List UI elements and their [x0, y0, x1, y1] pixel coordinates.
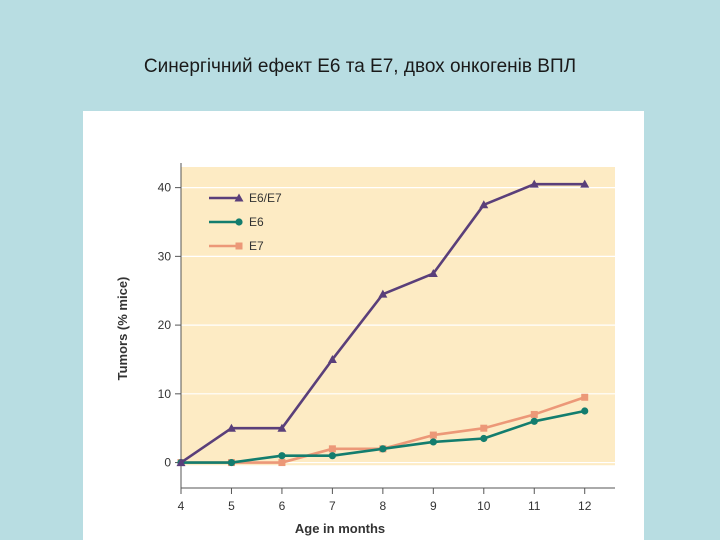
data-point-e7	[480, 424, 488, 432]
data-point-e6	[530, 417, 538, 425]
data-point-e6	[227, 458, 236, 467]
legend-label-e7: E7	[249, 239, 264, 253]
legend-label-e6-e7: E6/E7	[249, 191, 282, 205]
y-tick-label: 0	[164, 456, 171, 470]
data-point-e7	[328, 445, 336, 453]
data-point-e6-e7	[529, 179, 539, 188]
y-tick-label: 40	[158, 181, 172, 195]
y-tick-label: 30	[158, 249, 172, 263]
data-point-e6	[480, 434, 488, 443]
data-point-e6-e7	[428, 269, 438, 278]
legend-label-e6: E6	[249, 215, 264, 229]
y-axis-title: Tumors (% mice)	[115, 277, 130, 381]
plot-area	[181, 167, 615, 466]
y-tick-label: 20	[158, 318, 172, 332]
data-point-e6-e7	[479, 200, 489, 209]
x-tick-label: 10	[477, 499, 491, 513]
line-chart: 0 10 20 30 40 4 5 6 7 8 9 10 11 12 Age in months Tumors…	[115, 163, 615, 536]
x-tick-label: 12	[578, 499, 592, 513]
data-point-e6-e7	[580, 179, 590, 188]
x-axis-title: Age in months	[295, 521, 385, 536]
legend-marker-e6-e7	[234, 193, 244, 202]
data-point-e6	[328, 452, 336, 460]
data-point-e7	[429, 431, 437, 439]
legend-marker-e6	[235, 218, 243, 226]
x-tick-label: 5	[228, 499, 235, 513]
data-point-e7	[530, 410, 538, 418]
x-tick-label: 11	[528, 499, 541, 513]
x-tick-label: 6	[279, 499, 286, 513]
data-point-e7	[278, 459, 286, 467]
slide-title: Синергічний ефект Е6 та Е7, двох онкоген…	[143, 56, 577, 77]
chart-panel: 0 10 20 30 40 4 5 6 7 8 9 10 11 12 Age in months Tumors…	[83, 111, 644, 540]
x-tick-label: 9	[430, 499, 437, 513]
data-point-e6-e7	[226, 423, 236, 432]
x-tick-label: 7	[329, 499, 336, 513]
data-point-e6-e7	[327, 354, 337, 363]
data-point-e7	[581, 393, 589, 401]
data-point-e6-e7	[277, 423, 287, 432]
data-point-e6-e7	[176, 458, 186, 467]
data-point-e6	[278, 452, 286, 460]
x-tick-label: 4	[178, 499, 185, 513]
y-tick-label: 10	[158, 387, 172, 401]
legend-marker-e7	[235, 242, 243, 250]
data-point-e6	[581, 407, 589, 415]
data-point-e6	[379, 445, 387, 453]
data-point-e6	[429, 438, 437, 446]
x-tick-label: 8	[380, 499, 387, 513]
data-point-e6-e7	[378, 289, 388, 298]
